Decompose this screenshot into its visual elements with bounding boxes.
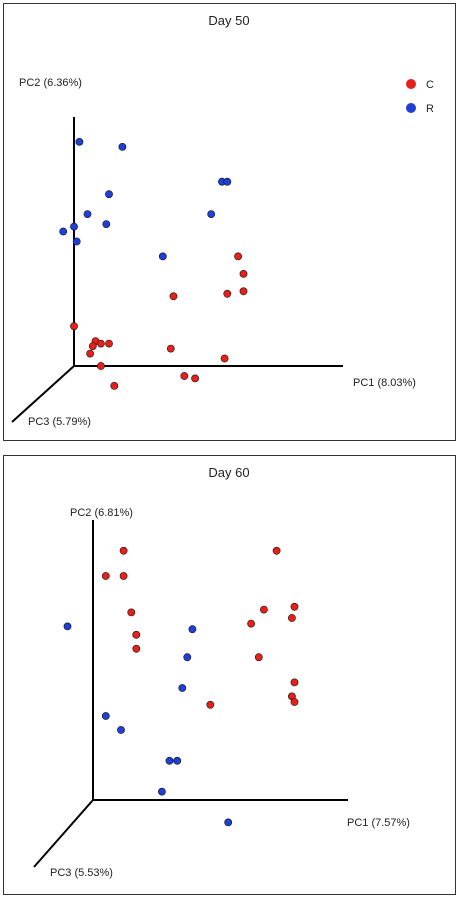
point-c-4 — [127, 608, 136, 617]
point-c-7 — [97, 362, 105, 370]
chart-title: Day 50 — [208, 13, 249, 28]
pc3-axis-label: PC3 (5.79%) — [28, 416, 91, 428]
point-c-11 — [180, 372, 189, 380]
point-c-4 — [88, 342, 97, 350]
panel-frame — [3, 3, 456, 441]
point-r-3 — [105, 190, 113, 199]
point-c-10 — [166, 344, 175, 353]
pc3-axis-line — [33, 799, 94, 868]
point-r-7 — [165, 756, 174, 765]
point-r-10 — [224, 818, 233, 827]
point-c-1 — [70, 322, 78, 331]
point-r-2 — [101, 712, 110, 720]
data-points — [63, 546, 299, 827]
point-c-6 — [132, 644, 141, 653]
point-c-16 — [239, 269, 248, 278]
point-c-7 — [206, 700, 215, 709]
point-c-8 — [247, 619, 255, 628]
point-r-1 — [63, 622, 72, 631]
point-c-13 — [220, 354, 229, 363]
point-c-5 — [86, 349, 94, 358]
point-r-3 — [117, 726, 125, 734]
point-c-10 — [272, 546, 281, 555]
point-c-9 — [169, 292, 178, 301]
point-r-2 — [118, 142, 127, 151]
pc2-axis-label: PC2 (6.36%) — [19, 77, 82, 89]
point-c-15 — [234, 252, 242, 261]
legend-marker-r — [406, 103, 416, 113]
point-r-9 — [158, 252, 167, 261]
legend: C R — [406, 79, 434, 115]
point-r-6 — [70, 222, 78, 231]
pc1-axis-label: PC1 (8.03%) — [353, 377, 416, 389]
point-c-2 — [101, 572, 110, 580]
point-c-14 — [223, 289, 232, 298]
legend-label-r: R — [426, 103, 434, 115]
pc3-axis-label: PC3 (5.53%) — [50, 867, 113, 879]
pc3-axis-line — [11, 365, 75, 423]
point-r-6 — [178, 684, 187, 692]
point-c-11 — [290, 602, 299, 611]
point-c-3 — [119, 572, 128, 580]
point-c-13 — [254, 653, 263, 662]
legend-entry-r: R — [406, 103, 434, 115]
point-r-10 — [207, 210, 216, 218]
panel-day-50: Day 50 PC2 (6.36%) PC1 (8.03%) PC3 (5.79… — [3, 3, 456, 441]
point-r-4 — [188, 625, 197, 634]
point-c-8 — [110, 381, 119, 390]
point-c-14 — [290, 678, 299, 687]
point-r-5 — [183, 653, 192, 662]
point-c-5 — [132, 630, 141, 639]
axes-3d — [33, 520, 348, 868]
point-r-1 — [75, 137, 84, 146]
point-r-9 — [157, 787, 166, 796]
point-c-3 — [97, 339, 105, 348]
point-c-1 — [119, 546, 128, 555]
point-c-12 — [287, 614, 296, 622]
data-points — [59, 137, 248, 390]
point-c-6 — [105, 339, 113, 348]
point-c-12 — [191, 374, 199, 383]
point-r-8 — [173, 756, 182, 765]
point-c-9 — [259, 605, 268, 614]
point-c-16 — [290, 698, 299, 706]
pc2-axis-label: PC2 (6.81%) — [70, 507, 133, 519]
panel-day-60: Day 60 PC2 (6.81%) PC1 (7.57%) PC3 (5.53… — [3, 455, 456, 895]
point-r-12 — [223, 177, 232, 186]
point-c-17 — [239, 287, 248, 296]
legend-marker-c — [406, 79, 416, 89]
chart-title: Day 60 — [208, 465, 249, 480]
point-r-5 — [59, 227, 68, 236]
point-r-4 — [83, 210, 92, 218]
point-r-8 — [102, 220, 111, 228]
point-r-7 — [72, 237, 81, 246]
legend-entry-c: C — [406, 79, 434, 91]
legend-label-c: C — [426, 79, 434, 91]
pc1-axis-label: PC1 (7.57%) — [347, 817, 410, 829]
